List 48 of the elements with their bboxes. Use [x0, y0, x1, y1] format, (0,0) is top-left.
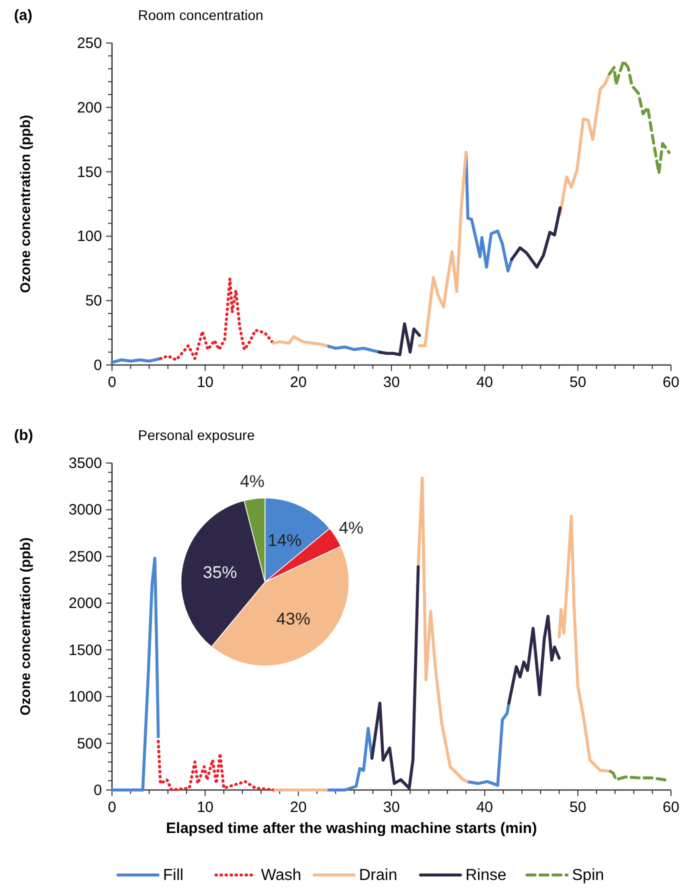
chart-subtitle: Personal exposure	[138, 427, 255, 443]
y-tick-label: 50	[85, 292, 102, 310]
y-tick-label: 2000	[68, 595, 102, 612]
y-tick-label: 250	[76, 35, 102, 52]
legend-label: Rinse	[466, 867, 507, 884]
x-tick-label: 0	[108, 374, 116, 391]
legend-label: Fill	[163, 867, 184, 884]
line-series	[156, 740, 277, 792]
legend-label: Drain	[359, 867, 398, 884]
y-tick-label: 3000	[68, 502, 102, 519]
y-tick-label: 200	[76, 99, 102, 116]
x-tick-label: 0	[108, 799, 116, 816]
x-tick-label: 60	[662, 799, 680, 816]
x-tick-label: 40	[476, 374, 494, 391]
x-tick-label: 60	[662, 374, 680, 391]
y-tick-label: 1500	[68, 642, 102, 659]
x-tick-label: 20	[290, 374, 307, 391]
y-tick-label: 0	[94, 782, 102, 799]
chart-subtitle: Room concentration	[138, 7, 264, 23]
chart-title: (a)	[14, 7, 32, 24]
data-label: 43%	[276, 610, 310, 629]
x-tick-label: 30	[383, 374, 400, 391]
x-tick-label: 10	[196, 374, 214, 391]
data-label: 4%	[240, 472, 265, 491]
x-axis-title: Elapsed time after the washing machine starts (min)	[166, 820, 537, 837]
y-axis-title: Ozone concentration (ppb)	[17, 537, 33, 716]
y-tick-label: 3500	[68, 455, 102, 472]
data-label: 35%	[202, 562, 237, 582]
x-tick-label: 50	[569, 374, 586, 391]
line-series	[158, 277, 275, 362]
x-tick-label: 50	[569, 799, 586, 816]
y-axis-title: Ozone concentration (ppb)	[17, 114, 33, 294]
y-tick-label: 150	[76, 164, 102, 181]
data-label: 14%	[268, 531, 302, 550]
x-tick-label: 30	[383, 799, 400, 816]
y-tick-label: 100	[76, 228, 102, 246]
data-label: 4%	[338, 518, 364, 538]
y-tick-label: 2500	[68, 548, 102, 566]
y-tick-label: 0	[94, 357, 102, 374]
x-tick-label: 10	[196, 799, 214, 816]
y-tick-label: 1000	[68, 688, 102, 706]
legend-label: Wash	[261, 867, 302, 884]
x-tick-label: 40	[476, 799, 494, 816]
y-tick-label: 500	[76, 735, 102, 752]
line-series	[608, 60, 671, 175]
legend-label: Spin	[572, 867, 604, 884]
x-tick-label: 20	[290, 799, 307, 816]
chart-title: (b)	[14, 427, 34, 444]
